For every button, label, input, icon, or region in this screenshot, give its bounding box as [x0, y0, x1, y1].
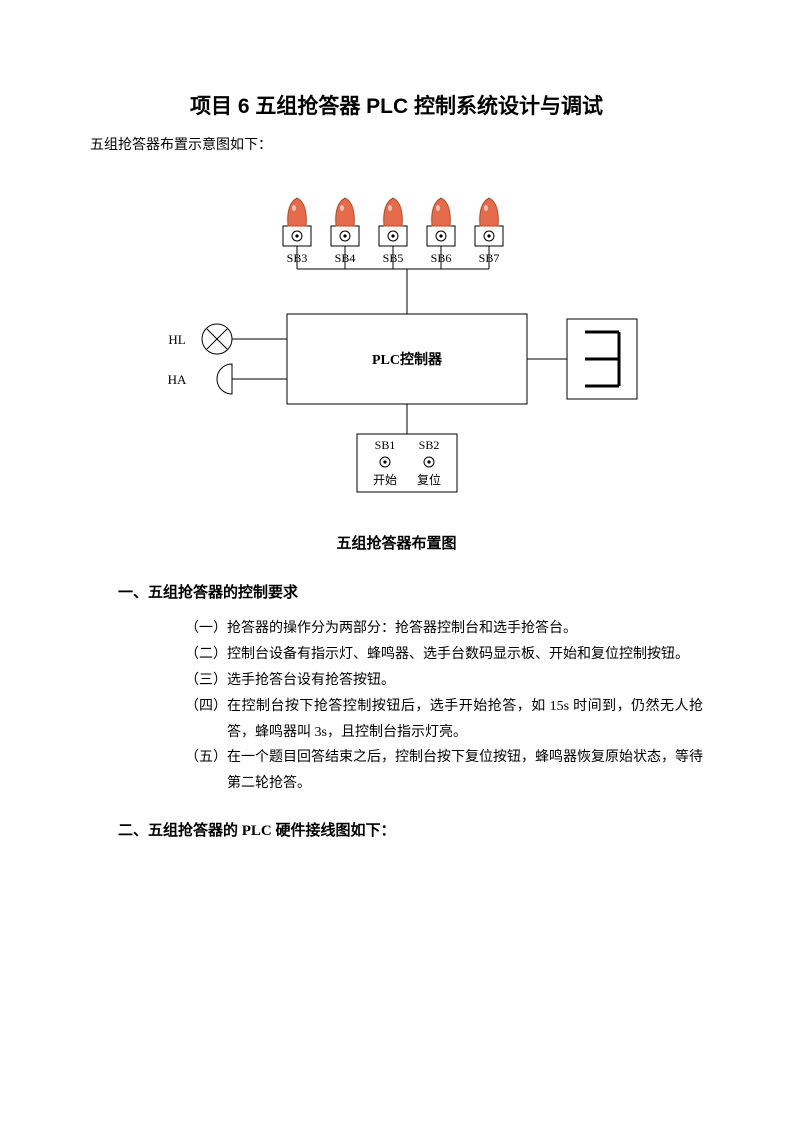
- requirement-text: 抢答器的操作分为两部分：抢答器控制台和选手抢答台。: [227, 616, 703, 642]
- intro-text: 五组抢答器布置示意图如下：: [90, 134, 703, 154]
- diagram-caption: 五组抢答器布置图: [90, 532, 703, 553]
- svg-text:SB7: SB7: [478, 251, 499, 265]
- layout-diagram: PLC控制器 SB3 SB4 SB5 SB6 SB7 HL HA SB1 开始 SB2 复位: [90, 174, 703, 514]
- requirement-item: （四）在控制台按下抢答控制按钮后，选手开始抢答，如 15s 时间到，仍然无人抢答…: [185, 694, 703, 746]
- page-title: 项目 6 五组抢答器 PLC 控制系统设计与调试: [90, 90, 703, 120]
- requirement-list: （一）抢答器的操作分为两部分：抢答器控制台和选手抢答台。（二）控制台设备有指示灯…: [185, 616, 703, 797]
- requirement-number: （二）: [185, 642, 227, 668]
- svg-text:SB5: SB5: [382, 251, 403, 265]
- svg-text:SB6: SB6: [430, 251, 451, 265]
- svg-text:HA: HA: [167, 372, 186, 387]
- requirement-text: 选手抢答台设有抢答按钮。: [227, 668, 703, 694]
- svg-text:HL: HL: [168, 332, 185, 347]
- requirement-item: （三）选手抢答台设有抢答按钮。: [185, 668, 703, 694]
- requirement-text: 在控制台按下抢答控制按钮后，选手开始抢答，如 15s 时间到，仍然无人抢答，蜂鸣…: [227, 694, 703, 746]
- svg-text:开始: 开始: [372, 473, 396, 487]
- requirement-item: （二）控制台设备有指示灯、蜂鸣器、选手台数码显示板、开始和复位控制按钮。: [185, 642, 703, 668]
- svg-text:PLC控制器: PLC控制器: [372, 351, 443, 368]
- svg-text:复位: 复位: [416, 472, 440, 487]
- requirement-number: （三）: [185, 668, 227, 694]
- requirement-number: （五）: [185, 745, 227, 797]
- svg-text:SB2: SB2: [418, 438, 439, 452]
- requirement-text: 在一个题目回答结束之后，控制台按下复位按钮，蜂鸣器恢复原始状态，等待第二轮抢答。: [227, 745, 703, 797]
- section-heading-1: 一、五组抢答器的控制要求: [118, 581, 703, 602]
- requirement-item: （五）在一个题目回答结束之后，控制台按下复位按钮，蜂鸣器恢复原始状态，等待第二轮…: [185, 745, 703, 797]
- svg-text:SB1: SB1: [374, 438, 395, 452]
- requirement-item: （一）抢答器的操作分为两部分：抢答器控制台和选手抢答台。: [185, 616, 703, 642]
- section-heading-2: 二、五组抢答器的 PLC 硬件接线图如下：: [118, 819, 703, 840]
- requirement-text: 控制台设备有指示灯、蜂鸣器、选手台数码显示板、开始和复位控制按钮。: [227, 642, 703, 668]
- svg-text:SB3: SB3: [286, 251, 307, 265]
- requirement-number: （一）: [185, 616, 227, 642]
- requirement-number: （四）: [185, 694, 227, 746]
- svg-text:SB4: SB4: [334, 251, 355, 265]
